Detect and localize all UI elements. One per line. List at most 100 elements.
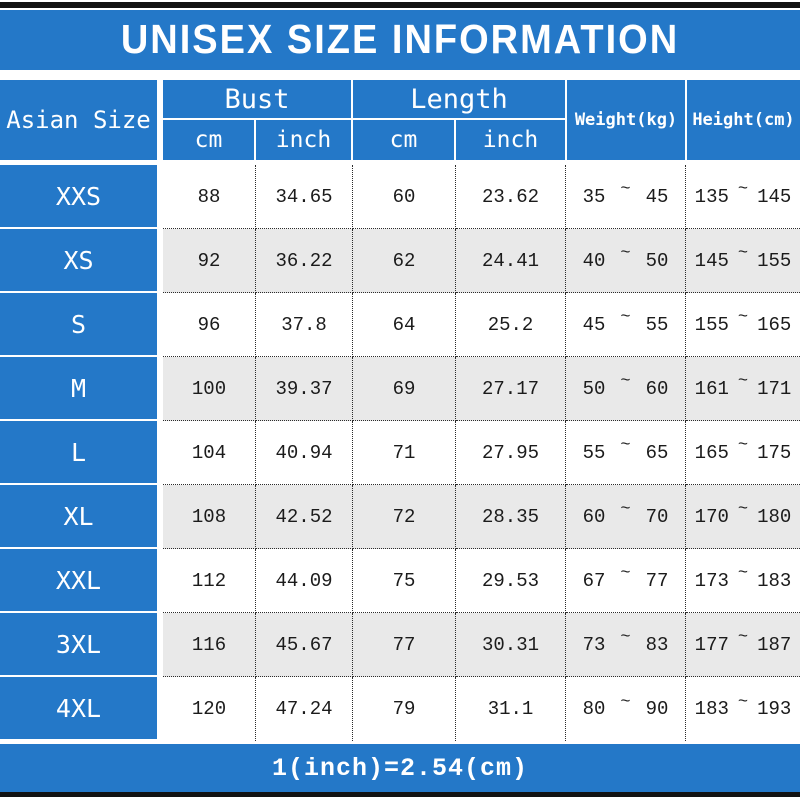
bust-inch-cell: 39.37 xyxy=(256,357,353,421)
header-bust: Bust xyxy=(163,80,353,118)
height-range-cell: 183 ~ 193 xyxy=(686,677,800,741)
row-column-gap xyxy=(157,229,163,293)
weight-min: 80 xyxy=(582,698,606,720)
length-cm-cell: 72 xyxy=(353,485,456,549)
tilde-separator: ~ xyxy=(620,180,631,199)
table-header: Asian Size Bust Length cm inch cm inch W… xyxy=(0,80,800,160)
length-inch-cell: 29.53 xyxy=(456,549,566,613)
bottom-black-bar xyxy=(0,792,800,797)
length-cm-cell: 75 xyxy=(353,549,456,613)
length-cm-cell: 60 xyxy=(353,165,456,229)
height-min: 161 xyxy=(694,377,729,400)
weight-range-cell: 35 ~ 45 xyxy=(566,165,686,229)
height-max: 155 xyxy=(757,249,792,272)
header-bust-inch: inch xyxy=(256,120,353,160)
bust-inch-cell: 44.09 xyxy=(256,549,353,613)
bust-cm-cell: 120 xyxy=(163,677,256,741)
top-white-strip-2 xyxy=(0,8,800,10)
length-inch-cell: 25.2 xyxy=(456,293,566,357)
weight-range-cell: 73 ~ 83 xyxy=(566,613,686,677)
height-range-cell: 165 ~ 175 xyxy=(686,421,800,485)
bust-inch-cell: 45.67 xyxy=(256,613,353,677)
header-asian-size: Asian Size xyxy=(0,80,157,160)
length-inch-cell: 24.41 xyxy=(456,229,566,293)
weight-max: 90 xyxy=(645,698,669,720)
tilde-separator: ~ xyxy=(737,692,749,712)
body-footer-gap xyxy=(0,741,800,744)
header-bust-cm: cm xyxy=(163,120,256,160)
height-max: 171 xyxy=(757,377,792,400)
tilde-separator: ~ xyxy=(620,564,631,583)
bust-inch-cell: 36.22 xyxy=(256,229,353,293)
size-label-cell: XL xyxy=(0,485,157,549)
table-row: 4XL 120 47.24 79 31.1 80 ~ 90 183 ~ 193 xyxy=(0,677,800,741)
size-label-cell: XXS xyxy=(0,165,157,229)
tilde-separator: ~ xyxy=(737,500,749,519)
weight-max: 65 xyxy=(645,441,669,464)
height-min: 183 xyxy=(694,698,729,720)
table-row: XXL 112 44.09 75 29.53 67 ~ 77 173 ~ 183 xyxy=(0,549,800,613)
bust-inch-cell: 42.52 xyxy=(256,485,353,549)
size-label-cell: XS xyxy=(0,229,157,293)
tilde-separator: ~ xyxy=(620,308,631,327)
tilde-separator: ~ xyxy=(737,372,749,391)
header-length: Length xyxy=(353,80,565,118)
length-cm-cell: 71 xyxy=(353,421,456,485)
header-weight: Weight(kg) xyxy=(565,80,685,160)
row-column-gap xyxy=(157,421,163,485)
row-column-gap xyxy=(157,293,163,357)
height-range-cell: 145 ~ 155 xyxy=(686,229,800,293)
tilde-separator: ~ xyxy=(737,628,749,647)
weight-range-cell: 45 ~ 55 xyxy=(566,293,686,357)
height-max: 183 xyxy=(757,569,792,592)
row-column-gap xyxy=(157,677,163,741)
conversion-note: 1(inch)=2.54(cm) xyxy=(271,753,529,783)
page-title: UNISEX SIZE INFORMATION xyxy=(120,16,680,63)
weight-min: 45 xyxy=(582,313,606,336)
bust-cm-cell: 108 xyxy=(163,485,256,549)
height-min: 170 xyxy=(694,505,729,528)
table-row: L 104 40.94 71 27.95 55 ~ 65 165 ~ 175 xyxy=(0,421,800,485)
height-range-cell: 155 ~ 165 xyxy=(686,293,800,357)
bottom-white-strip xyxy=(0,797,800,800)
weight-min: 35 xyxy=(582,185,606,208)
height-max: 180 xyxy=(757,505,792,528)
header-height: Height(cm) xyxy=(685,80,800,160)
table-row: M 100 39.37 69 27.17 50 ~ 60 161 ~ 171 xyxy=(0,357,800,421)
weight-range-cell: 40 ~ 50 xyxy=(566,229,686,293)
height-max: 187 xyxy=(757,633,792,656)
weight-min: 60 xyxy=(582,505,606,528)
height-min: 155 xyxy=(694,313,729,336)
length-cm-cell: 77 xyxy=(353,613,456,677)
bust-cm-cell: 100 xyxy=(163,357,256,421)
size-label-cell: L xyxy=(0,421,157,485)
bust-cm-cell: 96 xyxy=(163,293,256,357)
weight-min: 50 xyxy=(582,377,606,400)
height-range-cell: 173 ~ 183 xyxy=(686,549,800,613)
header-bust-length-group: Bust Length cm inch cm inch xyxy=(163,80,565,160)
table-row: XXS 88 34.65 60 23.62 35 ~ 45 135 ~ 145 xyxy=(0,165,800,229)
bust-cm-cell: 104 xyxy=(163,421,256,485)
length-inch-cell: 30.31 xyxy=(456,613,566,677)
tilde-separator: ~ xyxy=(737,564,749,583)
header-unit-row: cm inch cm inch xyxy=(163,120,565,160)
size-label-cell: S xyxy=(0,293,157,357)
header-body-gap xyxy=(0,160,800,165)
height-range-cell: 161 ~ 171 xyxy=(686,357,800,421)
tilde-separator: ~ xyxy=(737,436,749,455)
footer-band: 1(inch)=2.54(cm) xyxy=(0,744,800,792)
height-range-cell: 170 ~ 180 xyxy=(686,485,800,549)
row-column-gap xyxy=(157,549,163,613)
length-cm-cell: 69 xyxy=(353,357,456,421)
top-black-bar xyxy=(0,2,800,8)
weight-max: 55 xyxy=(645,313,669,336)
length-inch-cell: 31.1 xyxy=(456,677,566,741)
tilde-separator: ~ xyxy=(620,500,631,519)
weight-min: 40 xyxy=(582,249,606,272)
height-range-cell: 135 ~ 145 xyxy=(686,165,800,229)
weight-max: 60 xyxy=(645,377,669,400)
height-range-cell: 177 ~ 187 xyxy=(686,613,800,677)
weight-min: 55 xyxy=(582,441,606,464)
size-label-cell: M xyxy=(0,357,157,421)
height-min: 177 xyxy=(694,633,729,656)
